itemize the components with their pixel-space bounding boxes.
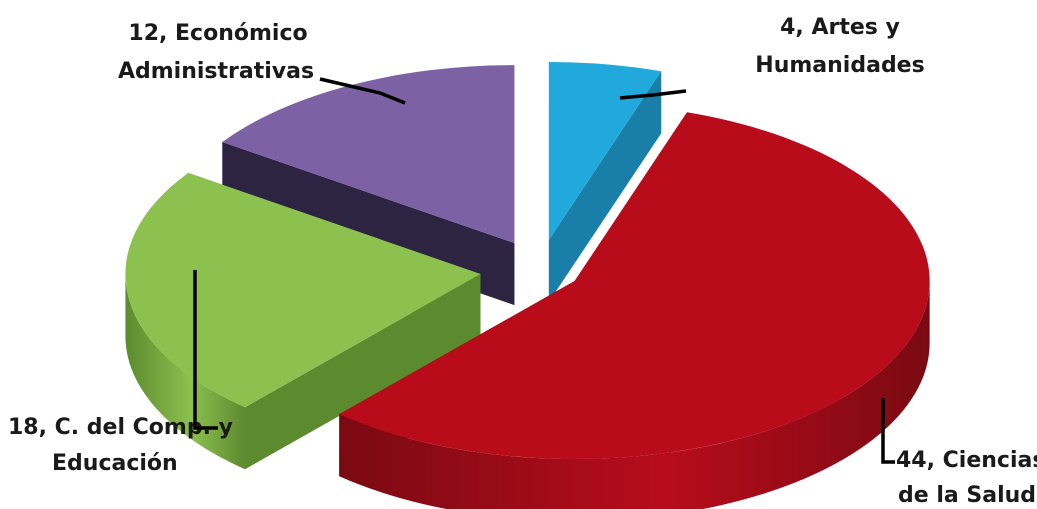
leader-line-artes <box>619 89 687 100</box>
pie-slice-ciencias-de-la-salud <box>339 112 930 509</box>
slice-top <box>339 112 930 460</box>
slice-label-comp-educacion: 18, C. del Comp. y Educación <box>8 415 233 476</box>
slice-label-economico-administrativas: 12, Económico Administrativas <box>118 21 314 84</box>
slice-outer-wall <box>125 273 246 470</box>
slices-layer <box>125 62 930 509</box>
label-line: Administrativas <box>118 59 314 84</box>
slice-label-artes-humanidades: 4, Artes y Humanidades <box>755 15 924 78</box>
slice-wall <box>245 273 481 470</box>
slice-outer-wall <box>339 281 930 509</box>
slice-top <box>548 62 662 241</box>
label-line: 4, Artes y <box>780 15 900 40</box>
pie-slice-artes-y-humanidades <box>548 62 662 303</box>
pie-slice-c-del-comp-y-educacion <box>125 172 481 470</box>
label-line: 12, Económico <box>128 21 307 46</box>
leader-lines <box>193 77 895 464</box>
slice-label-ciencias-salud: 44, Ciencias de la Salud <box>896 448 1037 508</box>
slice-wall <box>548 71 662 303</box>
leader-line-economico <box>319 77 406 105</box>
leader-line-salud <box>881 398 895 464</box>
label-line: Humanidades <box>755 53 924 78</box>
label-line: 44, Ciencias <box>896 448 1037 473</box>
label-line: de la Salud <box>898 483 1036 508</box>
label-line: Educación <box>52 451 178 476</box>
leader-line-comp <box>193 270 218 430</box>
slice-top <box>125 172 481 408</box>
slice-top <box>222 65 515 244</box>
